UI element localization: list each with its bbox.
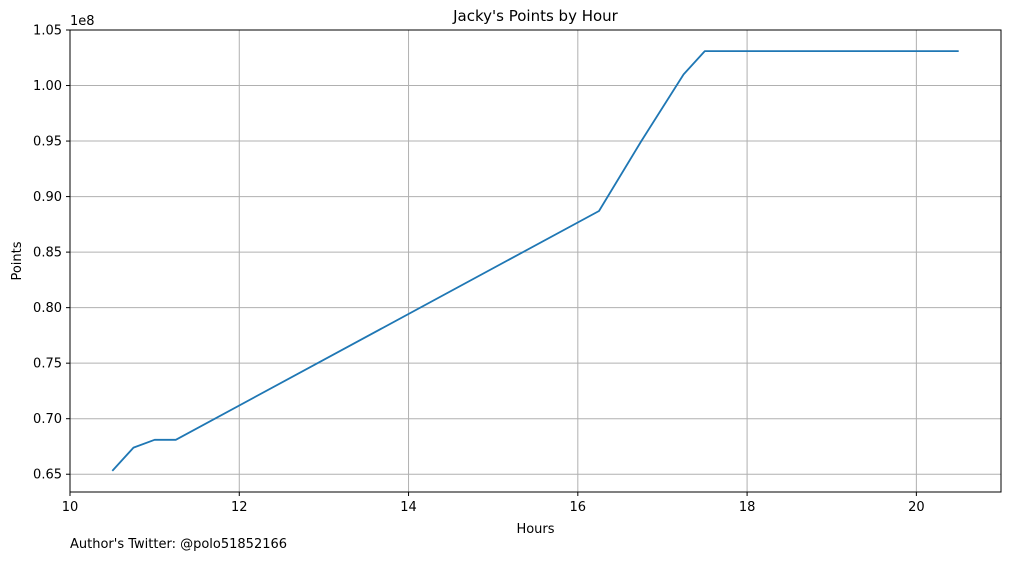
ticks: 10 12 14 16 18 20 0.65 0.70 0.75 0.80 0.85 0.90 0.95…: [33, 24, 925, 516]
y-tick-label: 0.85: [33, 246, 62, 261]
y-axis-label: Points: [10, 241, 25, 280]
y-tick-label: 0.70: [33, 412, 62, 427]
plot-frame: [69, 29, 1002, 493]
grid: [69, 29, 1001, 492]
x-tick-label: 14: [400, 500, 417, 515]
x-tick-label: 16: [570, 500, 587, 515]
y-tick-label: 0.75: [33, 357, 62, 372]
chart-title: Jacky's Points by Hour: [452, 7, 619, 25]
x-tick-label: 12: [231, 500, 248, 515]
y-tick-label: 0.90: [33, 190, 62, 205]
series: [111, 50, 959, 472]
x-tick-label: 10: [62, 500, 79, 515]
y-tick-label: 1.05: [33, 24, 62, 39]
y-tick-label: 0.65: [33, 468, 62, 483]
x-tick-label: 18: [739, 500, 756, 515]
y-tick-label: 0.80: [33, 301, 62, 316]
x-tick-label: 20: [908, 500, 925, 515]
y-axis-offset-label: 1e8: [70, 14, 95, 29]
y-tick-label: 0.95: [33, 135, 62, 150]
y-tick-label: 1.00: [33, 79, 62, 94]
series-line: [111, 50, 959, 472]
x-axis-label: Hours: [516, 522, 554, 537]
author-twitter-note: Author's Twitter: @polo51852166: [70, 537, 288, 552]
